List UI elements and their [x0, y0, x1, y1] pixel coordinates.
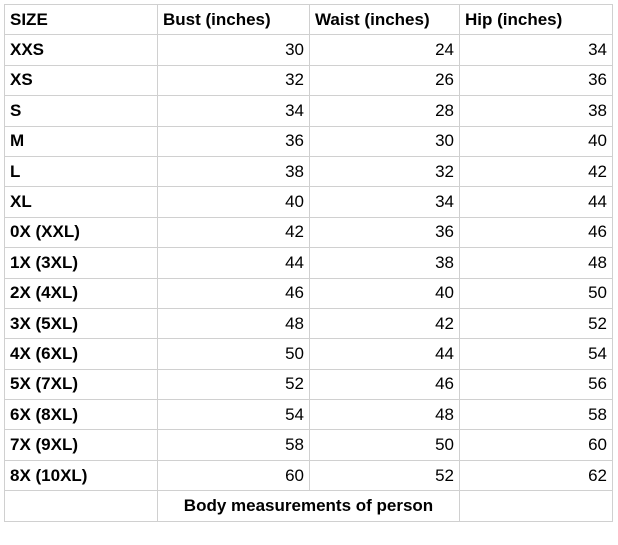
size-cell: 1X (3XL) [4, 247, 158, 279]
value-cell: 32 [309, 155, 460, 188]
value-cell: 44 [459, 186, 613, 218]
size-cell: 7X (9XL) [4, 429, 158, 461]
size-cell: M [4, 125, 158, 157]
value-cell: 44 [309, 338, 460, 370]
value-cell: 54 [459, 338, 613, 370]
header-cell: Waist (inches) [309, 3, 460, 36]
value-cell: 36 [309, 216, 460, 249]
value-cell: 34 [157, 95, 310, 127]
value-cell: 42 [309, 307, 460, 340]
data-row: 5X (7XL) 52 46 56 [4, 368, 613, 401]
value-cell: 48 [309, 399, 460, 431]
value-cell: 30 [157, 34, 310, 66]
data-row: S 34 28 38 [4, 95, 613, 127]
value-cell: 34 [309, 186, 460, 218]
value-cell: 60 [157, 459, 310, 492]
data-row: 7X (9XL) 58 50 60 [4, 429, 613, 461]
data-row: 4X (6XL) 50 44 54 [4, 338, 613, 370]
value-cell: 46 [157, 277, 310, 309]
value-cell: 24 [309, 34, 460, 66]
value-cell: 42 [157, 216, 310, 249]
value-cell: 34 [459, 34, 613, 66]
value-cell: 46 [459, 216, 613, 249]
value-cell: 38 [309, 247, 460, 279]
value-cell: 30 [309, 125, 460, 157]
size-table: SIZE Bust (inches) Waist (inches) Hip (inch… [4, 3, 613, 522]
value-cell: 38 [459, 95, 613, 127]
empty-cell [4, 490, 158, 522]
data-row: XL 40 34 44 [4, 186, 613, 218]
value-cell: 46 [309, 368, 460, 401]
value-cell: 56 [459, 368, 613, 401]
value-cell: 42 [459, 155, 613, 188]
size-cell: 3X (5XL) [4, 307, 158, 340]
value-cell: 52 [309, 459, 460, 492]
value-cell: 48 [459, 247, 613, 279]
value-cell: 60 [459, 429, 613, 461]
empty-cell [459, 490, 613, 522]
table-body: SIZE Bust (inches) Waist (inches) Hip (inch… [4, 3, 613, 522]
value-cell: 48 [157, 307, 310, 340]
size-cell: 0X (XXL) [4, 216, 158, 249]
footer-row: Body measurements of person [4, 490, 613, 522]
value-cell: 58 [157, 429, 310, 461]
value-cell: 50 [459, 277, 613, 309]
value-cell: 52 [459, 307, 613, 340]
header-cell: SIZE [4, 3, 158, 36]
size-cell: XXS [4, 34, 158, 66]
header-row: SIZE Bust (inches) Waist (inches) Hip (inch… [4, 3, 613, 36]
data-row: XS 32 26 36 [4, 64, 613, 97]
size-cell: 8X (10XL) [4, 459, 158, 492]
data-row: XXS 30 24 34 [4, 34, 613, 66]
footer-cell: Body measurements of person [157, 490, 460, 522]
value-cell: 54 [157, 399, 310, 431]
data-row: 6X (8XL) 54 48 58 [4, 399, 613, 431]
value-cell: 44 [157, 247, 310, 279]
size-cell: L [4, 155, 158, 188]
data-row: 8X (10XL) 60 52 62 [4, 459, 613, 492]
value-cell: 40 [309, 277, 460, 309]
value-cell: 32 [157, 64, 310, 97]
data-row: 2X (4XL) 46 40 50 [4, 277, 613, 309]
value-cell: 62 [459, 459, 613, 492]
size-cell: 2X (4XL) [4, 277, 158, 309]
value-cell: 36 [157, 125, 310, 157]
value-cell: 38 [157, 155, 310, 188]
value-cell: 50 [157, 338, 310, 370]
size-cell: XL [4, 186, 158, 218]
value-cell: 52 [157, 368, 310, 401]
data-row: L 38 32 42 [4, 155, 613, 188]
data-row: M 36 30 40 [4, 125, 613, 157]
header-cell: Hip (inches) [459, 3, 613, 36]
value-cell: 50 [309, 429, 460, 461]
value-cell: 58 [459, 399, 613, 431]
header-cell: Bust (inches) [157, 3, 310, 36]
size-cell: 4X (6XL) [4, 338, 158, 370]
data-row: 1X (3XL) 44 38 48 [4, 247, 613, 279]
size-cell: XS [4, 64, 158, 97]
data-row: 3X (5XL) 48 42 52 [4, 307, 613, 340]
size-cell: 5X (7XL) [4, 368, 158, 401]
value-cell: 26 [309, 64, 460, 97]
size-cell: 6X (8XL) [4, 399, 158, 431]
value-cell: 40 [459, 125, 613, 157]
data-row: 0X (XXL) 42 36 46 [4, 216, 613, 249]
size-cell: S [4, 95, 158, 127]
value-cell: 36 [459, 64, 613, 97]
value-cell: 28 [309, 95, 460, 127]
value-cell: 40 [157, 186, 310, 218]
